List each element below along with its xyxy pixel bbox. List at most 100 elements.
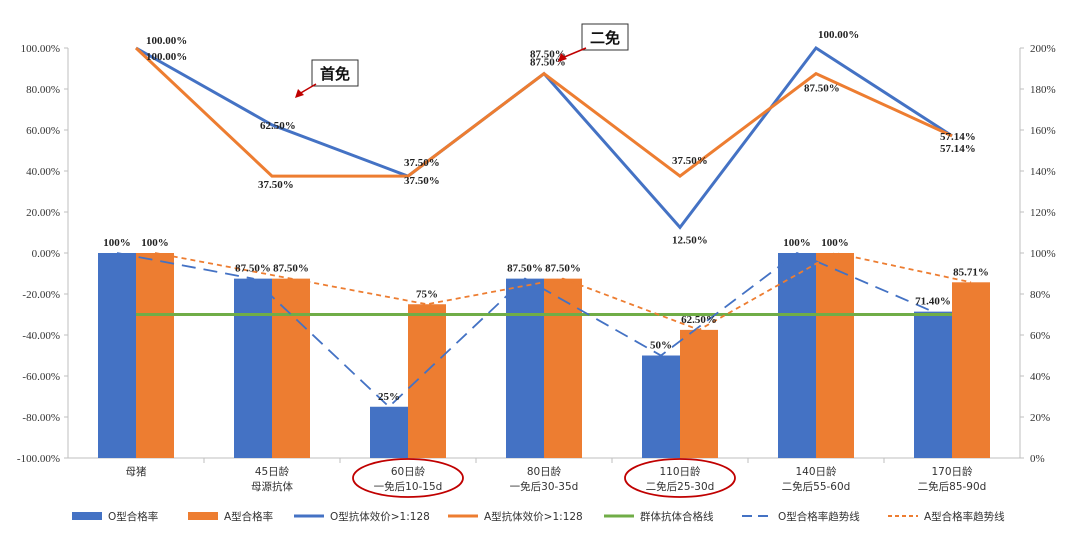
bar-o — [506, 278, 544, 458]
legend[interactable]: O型合格率 A型合格率 O型抗体效价>1:128 A型抗体效价>1:128 群体抗体合格… — [72, 510, 1005, 523]
line-data-label: 37.50% — [404, 157, 440, 169]
right-tick-label: 120% — [1030, 207, 1056, 219]
bar-data-label: 100% — [783, 237, 811, 249]
bar-data-label: 75% — [416, 288, 438, 300]
line-data-label: 57.14% — [940, 143, 976, 155]
annotations: 首免 二免 — [295, 23, 629, 98]
right-tick-label: 200% — [1030, 43, 1056, 55]
callout-arrow-line — [298, 83, 317, 95]
legend-swatch — [188, 512, 218, 520]
right-tick-label: 160% — [1030, 125, 1056, 137]
category-labels: 母猪 45日龄母源抗体 60日龄一免后10-15d 80日龄一免后30-35d 110日… — [126, 458, 987, 498]
bar-o — [370, 406, 408, 458]
category-label: 170日龄二免后85-90d — [918, 465, 987, 493]
callout-box — [311, 59, 359, 87]
bar-data-label: 25% — [378, 391, 400, 403]
line-data-label: 37.50% — [404, 175, 440, 187]
line-a — [134, 46, 953, 179]
legend-label: O型合格率 — [108, 510, 158, 523]
callout-label: 首免 — [320, 65, 350, 83]
left-tick-label: 60.00% — [26, 125, 60, 137]
left-tick-label: -60.00% — [22, 371, 60, 383]
bar-o — [234, 278, 272, 458]
trend-line-a — [154, 252, 972, 331]
right-tick-label: 0% — [1030, 453, 1045, 465]
right-tick-label: 100% — [1030, 248, 1056, 260]
left-tick-label: -20.00% — [22, 289, 60, 301]
bar-a — [272, 278, 310, 458]
category-label: 母猪 — [126, 466, 147, 478]
axes: 100.00% 80.00% 60.00% 40.00% 20.00% 0.00% -20.… — [17, 43, 1056, 465]
bar-a — [544, 278, 582, 458]
category-label-line: 110日龄 — [659, 465, 701, 478]
left-tick-label: -40.00% — [22, 330, 60, 342]
legend-label: A型合格率趋势线 — [924, 510, 1005, 523]
callout-arrow-head — [295, 89, 304, 98]
bar-data-label: 87.50% — [273, 263, 309, 275]
legend-label: A型抗体效价>1:128 — [484, 510, 583, 523]
line-data-label: 100.00% — [146, 51, 187, 63]
line-data-label: 87.50% — [530, 49, 566, 61]
bar-data-label: 71.40% — [915, 296, 951, 308]
bar-a — [680, 329, 718, 458]
category-label-line: 60日龄 — [391, 465, 426, 478]
bar-o — [914, 311, 952, 458]
bar-series — [98, 253, 990, 458]
bar-data-label: 100% — [821, 237, 849, 249]
callout-label: 二免 — [590, 29, 620, 47]
category-label: 60日龄一免后10-15d — [374, 465, 443, 493]
left-tick-label: -100.00% — [17, 453, 60, 465]
category-label-line: 母源抗体 — [251, 480, 293, 493]
legend-label: A型合格率 — [224, 510, 273, 523]
line-data-label: 100.00% — [818, 29, 859, 41]
line-data-label: 100.00% — [146, 35, 187, 47]
category-label: 140日龄二免后55-60d — [782, 465, 851, 493]
left-tick-label: 100.00% — [21, 43, 60, 55]
left-tick-label: 80.00% — [26, 84, 60, 96]
callout-arrow-line — [561, 47, 587, 59]
bar-o — [98, 253, 136, 458]
highlight-ellipse — [624, 458, 736, 498]
right-tick-label: 20% — [1030, 412, 1050, 424]
right-tick-label: 80% — [1030, 289, 1050, 301]
callout-box — [581, 23, 629, 51]
line-data-label: 12.50% — [672, 234, 708, 246]
highlight-ellipse — [352, 458, 464, 498]
category-label: 80日龄一免后30-35d — [510, 465, 579, 493]
bar-data-label: 87.50% — [235, 263, 271, 275]
category-label-line: 80日龄 — [527, 465, 562, 478]
callout-arrow-head — [558, 53, 567, 62]
legend-label: O型合格率趋势线 — [778, 510, 860, 523]
line-data-label: 62.50% — [260, 120, 296, 132]
category-label-line: 二免后25-30d — [646, 480, 715, 493]
left-tick-label: 20.00% — [26, 207, 60, 219]
trend-line-o — [116, 251, 934, 408]
category-label-line: 一免后30-35d — [510, 480, 579, 493]
line-series — [134, 45, 953, 230]
line-data-label: 87.50% — [804, 83, 840, 95]
bar-data-label: 87.50% — [545, 263, 581, 275]
category-label: 45日龄母源抗体 — [251, 465, 293, 493]
line-data-label: 87.50% — [530, 57, 566, 69]
legend-label: 群体抗体合格线 — [640, 510, 714, 523]
category-label-line: 140日龄 — [795, 465, 837, 478]
line-data-label: 57.14% — [940, 131, 976, 143]
right-tick-label: 60% — [1030, 330, 1050, 342]
category-label-line: 二免后85-90d — [918, 480, 987, 493]
category-label-line: 母猪 — [126, 466, 147, 478]
line-data-label: 37.50% — [258, 179, 294, 191]
left-tick-label: 40.00% — [26, 166, 60, 178]
bar-data-label: 62.50% — [681, 314, 717, 326]
category-label-line: 二免后55-60d — [782, 480, 851, 493]
bar-a — [136, 253, 174, 458]
bar-o — [778, 253, 816, 458]
bar-data-label: 85.71% — [953, 266, 989, 278]
bar-o — [642, 355, 680, 458]
legend-swatch — [72, 512, 102, 520]
bar-data-label: 100% — [103, 237, 131, 249]
bar-data-label: 50% — [650, 340, 672, 352]
category-label-line: 170日龄 — [931, 465, 973, 478]
legend-label: O型抗体效价>1:128 — [330, 510, 430, 523]
right-tick-label: 40% — [1030, 371, 1050, 383]
